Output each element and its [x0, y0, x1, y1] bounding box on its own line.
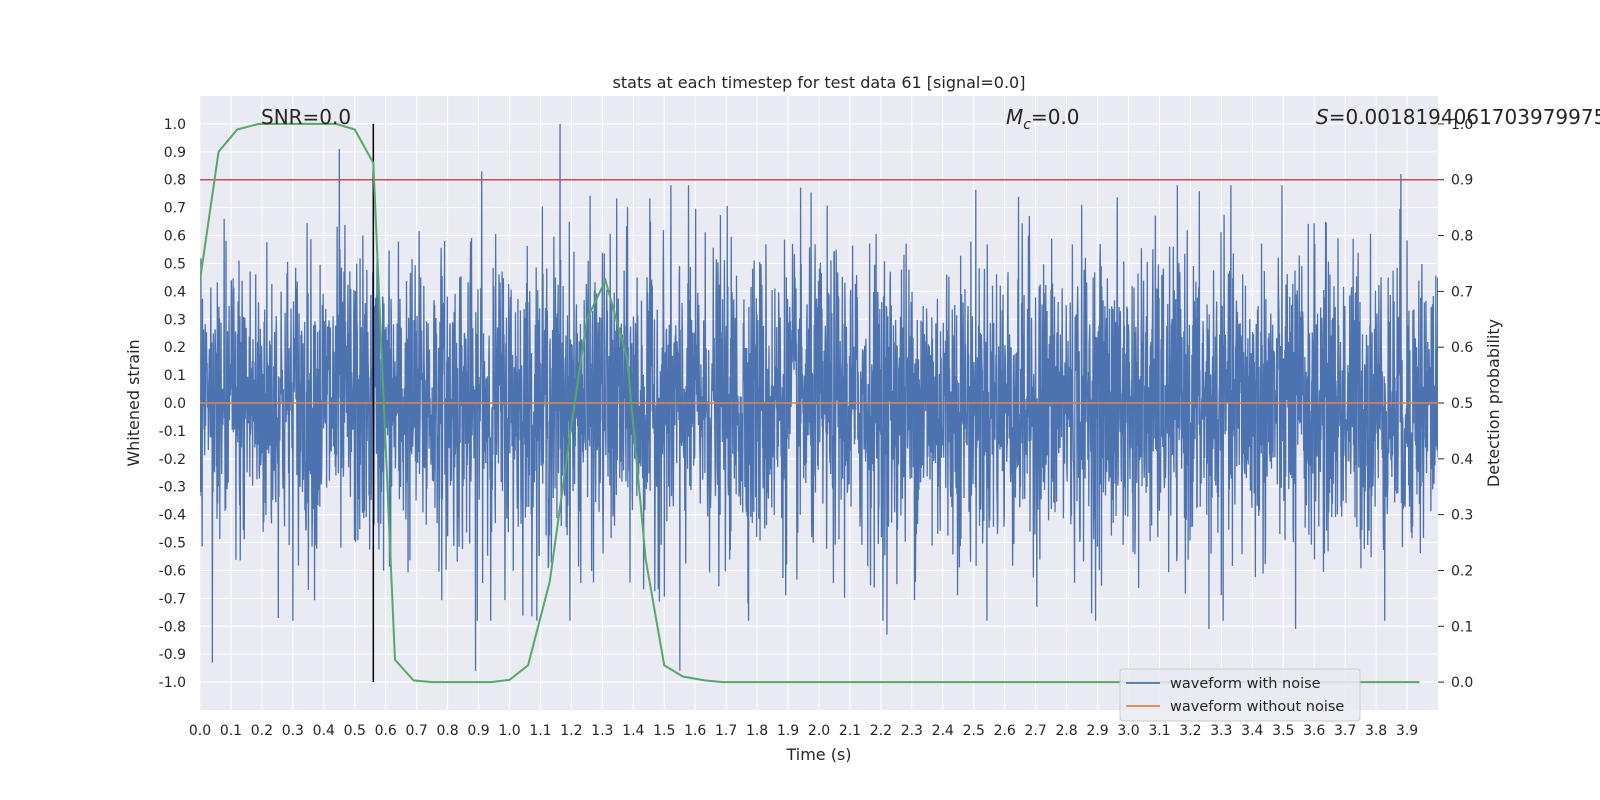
y-tick-label: -1.0 [159, 675, 186, 691]
x-tick-label: 3.4 [1241, 723, 1263, 739]
legend-box [1119, 668, 1361, 722]
x-tick-label: 1.7 [715, 723, 737, 739]
y-axis-label: Whitened strain [124, 339, 143, 466]
x-tick-label: 2.8 [1055, 723, 1077, 739]
x-tick-label: 2.2 [870, 723, 892, 739]
x-tick-label: 0.9 [467, 723, 489, 739]
x-tick-label: 3.3 [1210, 723, 1232, 739]
x-tick-label: 1.1 [529, 723, 551, 739]
x-axis-label: Time (s) [785, 745, 851, 764]
x-tick-label: 1.8 [746, 723, 768, 739]
y-tick-label: 0.8 [164, 173, 186, 189]
annotation-mc-subscript: c [1023, 117, 1031, 133]
y-tick-label: -0.1 [159, 424, 186, 440]
y-tick-label: -0.3 [159, 480, 186, 496]
x-tick-label: 0.0 [189, 723, 211, 739]
y-tick-label: -0.6 [159, 563, 186, 579]
annotation-mc-value: =0.0 [1031, 105, 1080, 129]
x-tick-label: 1.2 [560, 723, 582, 739]
x-tick-label: 0.5 [344, 723, 366, 739]
y2-tick-label: 0.1 [1451, 619, 1473, 635]
x-tick-label: 0.1 [220, 723, 242, 739]
chart-title: stats at each timestep for test data 61 … [613, 73, 1026, 92]
y-tick-label: -0.5 [159, 536, 186, 552]
x-tick-label: 0.3 [282, 723, 304, 739]
legend-label-waveform-with-noise: waveform with noise [1170, 676, 1321, 692]
y-tick-label: -0.7 [159, 591, 186, 607]
x-tick-label: 1.9 [777, 723, 799, 739]
y2-tick-label: 0.9 [1451, 173, 1473, 189]
annotation-mc-symbol: M [1006, 105, 1023, 129]
x-tick-label: 3.8 [1365, 723, 1387, 739]
x-tick-label: 2.7 [1025, 723, 1047, 739]
y-tick-label: 0.3 [164, 312, 186, 328]
x-tick-label: 3.6 [1303, 723, 1325, 739]
x-tick-label: 3.7 [1334, 723, 1356, 739]
annotation-s: S=0.0018194061703979975 [1316, 105, 1600, 129]
y2-tick-labels: 0.0 0.1 0.2 0.3 0.4 0.5 0.6 0.7 0.8 0.9 1.0 [1438, 117, 1473, 691]
x-tick-label: 2.5 [963, 723, 985, 739]
y2-tick-label: 0.6 [1451, 340, 1473, 356]
annotation-snr: SNR=0.0 [261, 105, 351, 129]
y-tick-labels: -1.0 -0.9 -0.8 -0.7 -0.6 -0.5 -0.4 -0.3 -0.2 -0.1… [159, 117, 186, 691]
x-tick-label: 3.0 [1117, 723, 1139, 739]
y-tick-label: 1.0 [164, 117, 186, 133]
x-tick-label: 0.7 [406, 723, 428, 739]
y-tick-label: -0.8 [159, 619, 186, 635]
annotation-s-value: =0.0018194061703979975 [1329, 105, 1600, 129]
y2-tick-label: 0.8 [1451, 229, 1473, 245]
x-tick-label: 3.5 [1272, 723, 1294, 739]
y-tick-label: 0.7 [164, 201, 186, 217]
x-tick-label: 0.8 [436, 723, 458, 739]
x-tick-label: 2.6 [994, 723, 1016, 739]
y2-tick-label: 0.7 [1451, 284, 1473, 300]
x-tick-label: 3.2 [1179, 723, 1201, 739]
y-tick-label: 0.1 [164, 368, 186, 384]
x-tick-label: 2.4 [932, 723, 954, 739]
x-tick-label: 2.9 [1086, 723, 1108, 739]
y-tick-label: 0.4 [164, 284, 186, 300]
y-tick-label: -0.9 [159, 647, 186, 663]
x-tick-label: 2.1 [839, 723, 861, 739]
x-tick-label: 1.5 [653, 723, 675, 739]
y2-axis-label: Detection probability [1484, 319, 1503, 487]
annotation-s-symbol: S [1316, 105, 1329, 129]
y-tick-label: -0.4 [159, 508, 186, 524]
x-tick-label: 1.4 [622, 723, 644, 739]
y-tick-label: 0.5 [164, 256, 186, 272]
series-waveform-with-noise [200, 123, 1438, 671]
x-tick-label: 1.3 [591, 723, 613, 739]
y2-tick-label: 0.0 [1451, 675, 1473, 691]
y-tick-label: 0.0 [164, 396, 186, 412]
x-tick-label: 1.0 [498, 723, 520, 739]
x-tick-label: 0.4 [313, 723, 335, 739]
legend: waveform with noise waveform without noi… [1119, 668, 1361, 722]
y2-tick-label: 0.3 [1451, 508, 1473, 524]
legend-label-waveform-without-noise: waveform without noise [1170, 699, 1344, 715]
x-tick-label: 1.6 [684, 723, 706, 739]
x-tick-label: 0.6 [375, 723, 397, 739]
y2-tick-label: 0.5 [1451, 396, 1473, 412]
y2-tick-label: 0.4 [1451, 452, 1473, 468]
x-tick-labels: 0.0 0.1 0.2 0.3 0.4 0.5 0.6 0.7 0.8 0.9 1.0 1.1 1.2 1… [189, 723, 1418, 739]
y2-tick-label: 1.0 [1451, 117, 1473, 133]
y-tick-label: 0.6 [164, 229, 186, 245]
x-tick-label: 2.3 [901, 723, 923, 739]
y-tick-label: 0.2 [164, 340, 186, 356]
x-tick-label: 3.9 [1396, 723, 1418, 739]
x-tick-label: 2.0 [808, 723, 830, 739]
x-tick-label: 3.1 [1148, 723, 1170, 739]
annotation-mc: Mc=0.0 [1006, 105, 1080, 133]
y-tick-label: 0.9 [164, 145, 186, 161]
y-tick-label: -0.2 [159, 452, 186, 468]
series-detection-probability [200, 122, 1420, 684]
x-tick-label: 0.2 [251, 723, 273, 739]
y2-tick-label: 0.2 [1451, 563, 1473, 579]
